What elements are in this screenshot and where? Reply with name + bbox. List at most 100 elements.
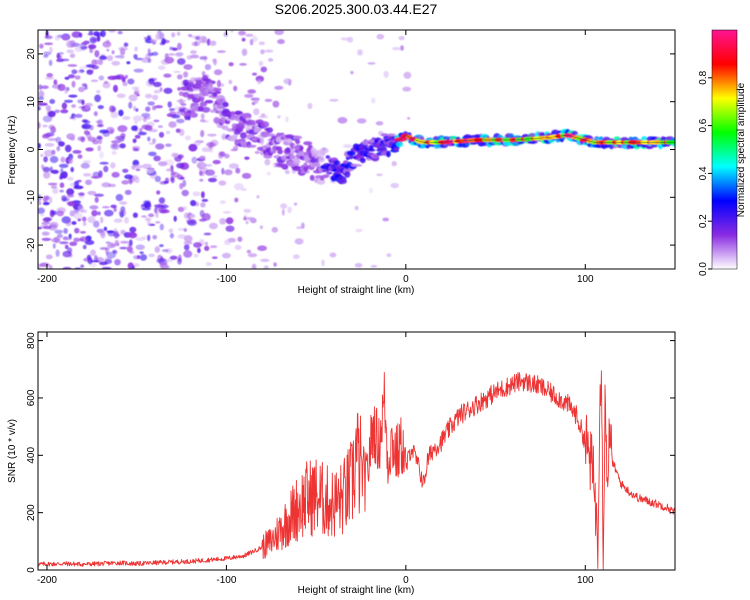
spectrogram-cell [79,231,87,234]
spectrogram-cell [241,172,252,179]
spectrogram-cell [195,79,204,86]
spectrogram-cell [60,156,66,163]
spectrogram-cell [110,111,119,119]
spectrogram-x-ticks: -200 -100 0 100 [37,30,594,285]
spectrogram-cell [221,125,229,131]
spectrogram-cell [89,36,97,44]
spectrogram-cell [382,217,390,222]
spectrogram-cell [104,80,108,85]
spectrogram-cell [282,163,287,170]
spectrogram-cell [212,175,218,178]
spectrogram-cell [311,162,321,168]
spectrogram-cell [309,174,315,181]
spectrogram-cell [181,189,189,197]
spectrogram-cell [292,158,301,165]
spectrogram-cell [155,210,159,218]
spectrogram-cell [235,167,241,174]
spectrogram-cell [293,254,300,259]
spectrogram-cell [164,177,170,184]
spectrogram-cell [232,145,239,151]
spectrogram-cell [407,116,411,120]
spectrogram-cell [71,104,76,108]
spectrogram-cell [153,119,160,123]
spectrogram-x-tick-label: -200 [37,274,57,285]
spectrogram-cell [81,99,85,106]
spectrogram-cell [94,94,101,103]
spectrogram-cell [208,177,217,183]
spectrogram-cell [177,87,181,91]
spectrogram-cell [87,216,96,224]
snr-y-tick-label: 0 [26,567,37,573]
spectrogram-cell [70,166,74,173]
spectrogram-cell [55,136,62,144]
spectrogram-cell [228,62,234,67]
spectrogram-cell [187,34,193,37]
spectrogram-cell [190,50,197,54]
spectrogram-cell [77,192,85,196]
spectrogram-cell [191,156,198,164]
spectrogram-cell [225,217,234,225]
spectrogram-cell [199,118,206,122]
spectrogram-cell [41,237,52,241]
spectrogram-cell [113,207,117,212]
spectrogram-cell [85,179,92,186]
spectrogram-cell [191,41,201,47]
spectrogram-y-tick-label: -20 [26,237,37,252]
spectrogram-cell [84,102,93,107]
spectrogram-cell [264,98,273,102]
colorbar-tick-label: 0.8 [698,70,709,84]
spectrogram-cell [238,120,243,126]
spectrogram-cell [247,89,257,94]
spectrogram-cell [386,150,391,158]
spectrogram-cell [54,229,63,234]
spectrogram-cell [317,156,325,163]
spectrogram-cell [179,128,185,137]
spectrogram-cell [134,134,141,139]
spectrogram-cell [283,78,292,85]
spectrogram-cell [93,255,98,262]
spectrogram-cell [217,50,226,53]
spectrogram-cell [197,247,201,254]
spectrogram-cell [119,246,128,250]
spectrogram-cell [382,151,388,155]
spectrogram-cell [94,50,100,58]
spectrogram-cell [106,48,110,52]
spectrogram-cell [176,31,181,36]
spectrogram-cell [135,168,141,172]
spectrogram-cell [236,122,245,130]
spectrogram-cell [79,236,88,242]
spectrogram-cell [134,46,138,52]
spectrogram-cell [294,202,298,206]
spectrogram-cell [53,236,60,244]
spectrogram-cell [148,78,155,85]
spectrogram-cell [245,220,249,225]
spectrogram-cell [219,218,227,225]
spectrogram-cell [147,136,151,142]
spectrogram-cell [247,144,257,148]
spectrogram-cell [42,201,50,206]
spectrogram-cell [44,143,55,147]
spectrogram-cell [43,51,52,56]
spectrogram-cell [241,188,247,191]
spectrogram-cell [190,109,196,114]
spectrogram-cell [355,228,363,233]
spectrogram-cell [111,171,120,178]
spectrogram-cell [86,133,92,139]
spectrogram-cell [58,163,69,168]
spectrogram-cell [64,99,73,103]
spectrogram-cell [85,147,94,152]
spectrogram-cell [199,178,204,182]
spectrogram-cell [391,161,397,167]
spectrogram-cell [83,173,92,177]
spectrogram-cell [224,239,231,246]
spectrogram-cell [68,157,73,164]
spectrogram-cell [190,200,197,207]
spectrogram-cell [68,74,75,79]
spectrogram-cell [670,137,675,141]
spectrogram-cell [157,125,163,128]
spectrogram-cell [67,176,74,181]
spectrogram-cell [238,138,246,142]
spectrogram-cell [254,98,259,104]
spectrogram-cell [81,123,92,130]
